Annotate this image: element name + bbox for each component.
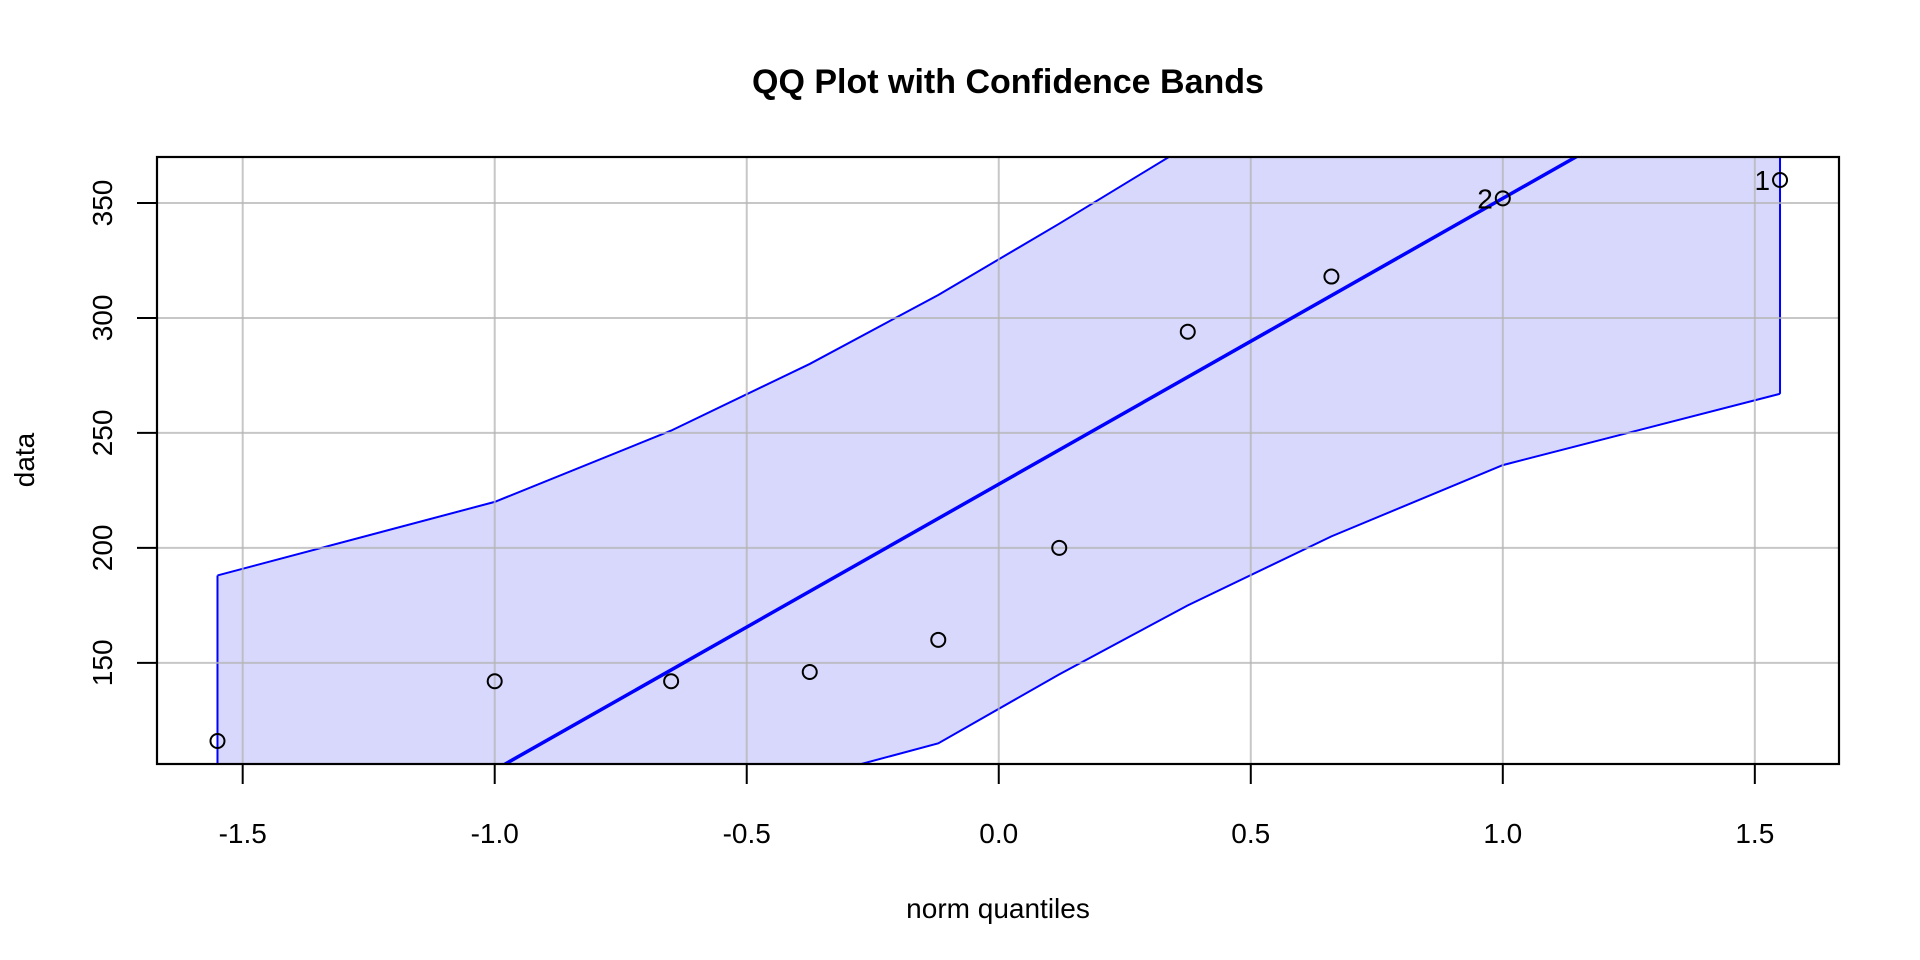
data-point bbox=[1179, 323, 1196, 340]
fit-line bbox=[501, 157, 1580, 764]
y-tick-label: 300 bbox=[87, 295, 118, 342]
y-tick-label: 200 bbox=[87, 525, 118, 572]
x-tick-label: 0.5 bbox=[1231, 818, 1270, 849]
x-tick-label: -1.0 bbox=[471, 818, 519, 849]
data-point bbox=[1051, 539, 1068, 556]
y-tick-label: 150 bbox=[87, 639, 118, 686]
data-point bbox=[486, 673, 503, 690]
x-tick-label: 1.0 bbox=[1483, 818, 1522, 849]
point-label: 2 bbox=[1477, 183, 1493, 214]
y-tick-label: 250 bbox=[87, 410, 118, 457]
data-point bbox=[1323, 268, 1340, 285]
x-tick-label: -1.5 bbox=[219, 818, 267, 849]
data-point bbox=[209, 733, 226, 750]
y-axis: 150 200 250 300 350 bbox=[87, 180, 157, 686]
data-points: 21 bbox=[209, 165, 1789, 750]
data-point bbox=[1772, 171, 1789, 188]
x-axis-label: norm quantiles bbox=[906, 893, 1090, 924]
x-tick-label: 0.0 bbox=[979, 818, 1018, 849]
x-tick-label: -0.5 bbox=[723, 818, 771, 849]
y-tick-label: 350 bbox=[87, 180, 118, 227]
y-axis-label: data bbox=[9, 432, 40, 487]
x-tick-label: 1.5 bbox=[1735, 818, 1774, 849]
data-point bbox=[801, 664, 818, 681]
data-point bbox=[1494, 190, 1511, 207]
chart-title: QQ Plot with Confidence Bands bbox=[752, 63, 1264, 101]
reference-line bbox=[501, 157, 1580, 764]
plot-area: 21 bbox=[155, 155, 1841, 766]
grid-lines bbox=[157, 157, 1839, 764]
data-point bbox=[663, 673, 680, 690]
point-label: 1 bbox=[1754, 165, 1770, 196]
data-point bbox=[930, 631, 947, 648]
x-axis: -1.5 -1.0 -0.5 0.0 0.5 1.0 1.5 bbox=[219, 764, 1774, 849]
